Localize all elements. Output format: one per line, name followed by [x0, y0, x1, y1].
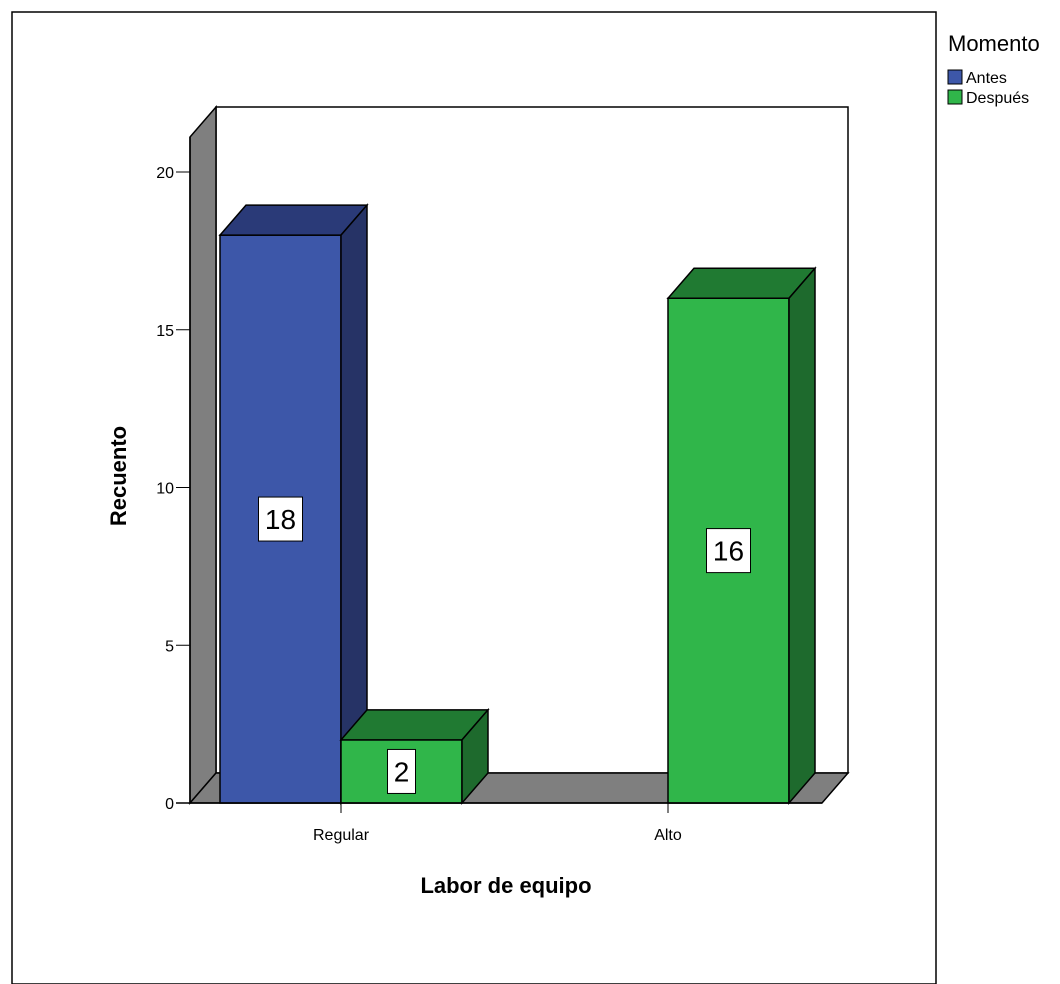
x-axis: Regular Alto [176, 802, 822, 844]
chart-frame [11, 11, 937, 984]
legend-title: Momento [948, 31, 1040, 56]
data-label-1: 2 [387, 748, 416, 794]
data-label-2: 16 [706, 528, 751, 574]
y-tick-label: 5 [165, 638, 174, 655]
bar-después-alto [666, 266, 817, 806]
bar-antes-regular [218, 203, 369, 806]
data-label-0: 18 [258, 496, 303, 542]
left-wall [189, 104, 217, 806]
x-tick-label: Regular [313, 827, 370, 844]
y-axis: 0 5 10 15 20 [156, 137, 191, 813]
bar-side [461, 707, 489, 806]
x-axis-title: Labor de equipo [420, 873, 591, 898]
data-label-box [387, 748, 416, 794]
legend-label-antes: Antes [966, 70, 1007, 87]
y-tick-label: 10 [156, 481, 174, 498]
legend-label-después: Después [966, 90, 1029, 107]
legend-swatch-después [947, 89, 963, 105]
y-tick-label: 20 [156, 165, 174, 182]
bar-side [788, 266, 816, 806]
x-tick-label: Alto [654, 827, 682, 844]
y-axis-title: Recuento [106, 426, 131, 526]
data-label-text: 2 [394, 756, 410, 787]
legend-swatch-antes [947, 69, 963, 85]
y-tick-label: 0 [165, 796, 174, 813]
legend: Momento Antes Después [947, 31, 1040, 107]
data-label-text: 18 [265, 504, 296, 535]
data-label-text: 16 [713, 536, 744, 567]
data-label-box [258, 496, 303, 542]
data-label-box [706, 528, 751, 574]
y-tick-label: 15 [156, 323, 174, 340]
